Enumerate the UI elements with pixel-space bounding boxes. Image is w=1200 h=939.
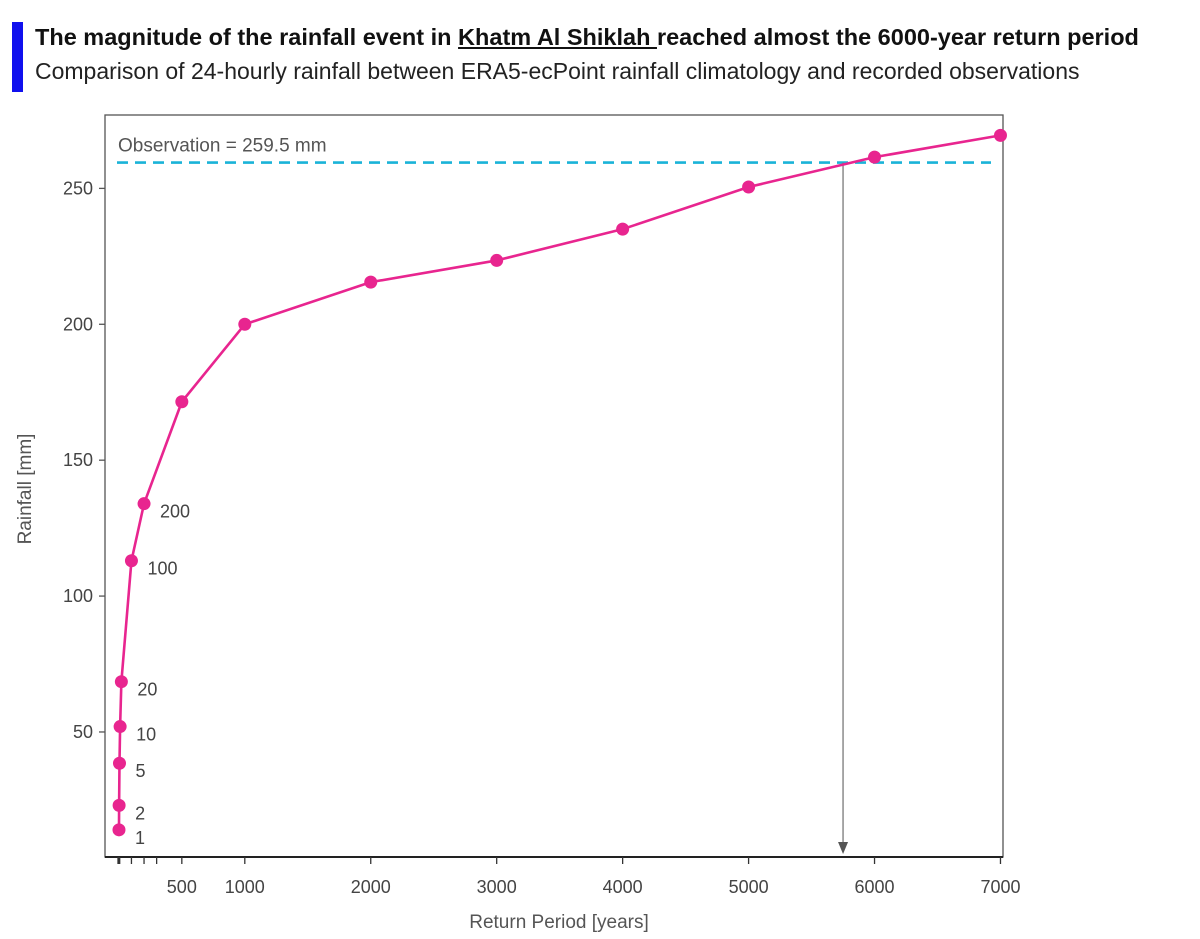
title-location: Khatm Al Shiklah <box>458 24 657 50</box>
point-label: 5 <box>135 761 145 781</box>
observation-label: Observation = 259.5 mm <box>118 136 327 157</box>
data-point <box>490 253 504 267</box>
data-point <box>124 554 138 568</box>
y-tick-label: 100 <box>63 586 93 606</box>
x-tick-label: 500 <box>167 877 197 897</box>
data-point <box>112 823 126 837</box>
y-tick-label: 50 <box>73 722 93 742</box>
point-label: 2 <box>135 803 145 823</box>
data-point <box>742 180 756 194</box>
x-axis-title: Return Period [years] <box>469 912 649 933</box>
data-point <box>137 497 151 511</box>
x-tick-label: 4000 <box>603 877 643 897</box>
point-label: 20 <box>137 680 157 700</box>
point-label: 10 <box>136 725 156 745</box>
x-tick-label: 1000 <box>225 877 265 897</box>
data-point <box>993 128 1007 142</box>
data-point <box>238 317 252 331</box>
point-label: 200 <box>160 502 190 522</box>
point-label: 100 <box>147 559 177 579</box>
data-point <box>112 798 126 812</box>
y-tick-label: 200 <box>63 314 93 334</box>
data-point <box>868 150 882 164</box>
data-point <box>175 395 189 409</box>
data-point <box>364 275 378 289</box>
x-tick-label: 7000 <box>980 877 1020 897</box>
return-period-arrow-icon <box>838 842 849 854</box>
header-accent-bar <box>12 22 23 92</box>
data-point <box>112 756 126 770</box>
page-title: The magnitude of the rainfall event in K… <box>35 24 1139 51</box>
plot-frame <box>104 114 1004 858</box>
x-tick-label: 5000 <box>729 877 769 897</box>
y-tick-label: 250 <box>63 178 93 198</box>
label-layer: 1 2 5 10 20 100 200 <box>135 502 190 848</box>
x-tick-label: 2000 <box>351 877 391 897</box>
x-tick-label: 6000 <box>855 877 895 897</box>
title-suffix: reached almost the 6000-year return peri… <box>656 24 1139 50</box>
point-label: 1 <box>135 828 145 848</box>
y-tick-label: 150 <box>63 450 93 470</box>
title-prefix: The magnitude of the rainfall event in <box>35 24 459 50</box>
reference-layer: Observation = 259.5 mm <box>117 136 991 854</box>
series-line <box>117 134 1001 830</box>
y-axis-title: Rainfall [mm] <box>15 434 36 545</box>
page-subtitle: Comparison of 24-hourly rainfall between… <box>35 58 1080 84</box>
series-layer <box>112 128 1007 837</box>
data-point <box>114 675 128 689</box>
data-point <box>113 720 127 734</box>
data-point <box>616 222 630 236</box>
x-tick-label: 3000 <box>477 877 517 897</box>
axes-layer: 50 100 150 200 250 500 1000 2000 3000 4000 5000 600… <box>15 114 1021 933</box>
